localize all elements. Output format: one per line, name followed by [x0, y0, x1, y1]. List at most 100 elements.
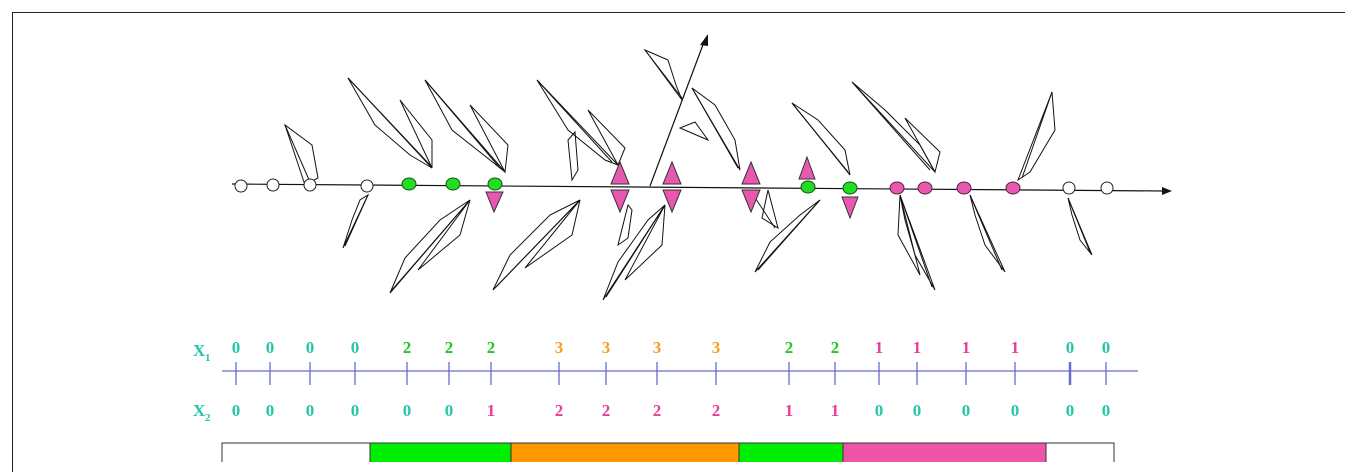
state-band [221, 442, 1115, 462]
node-empty [303, 178, 317, 192]
x2-value: 0 [1011, 401, 1020, 420]
x1-value: 2 [403, 338, 412, 357]
x2-value: 0 [875, 401, 884, 420]
x1-value: 2 [445, 338, 454, 357]
x1-value: 2 [785, 338, 794, 357]
node-green [842, 181, 858, 195]
node-empty [266, 178, 280, 192]
node-empty [1100, 181, 1114, 195]
node-green [800, 180, 816, 194]
leaf [969, 194, 1006, 273]
triangle-up [610, 160, 630, 185]
x2-value: 1 [487, 401, 496, 420]
x1-value: 0 [351, 338, 360, 357]
leaves-below [342, 189, 1093, 301]
band-pink [842, 442, 1047, 462]
x1-value: 1 [1011, 338, 1020, 357]
band-white [1045, 442, 1115, 462]
node-pink [889, 181, 905, 195]
x2-value: 0 [445, 401, 454, 420]
leaf [897, 194, 936, 291]
x2-value: 0 [266, 401, 275, 420]
x1-value: 3 [602, 338, 611, 357]
x1-value: 2 [831, 338, 840, 357]
leaf [284, 123, 319, 186]
x2-value: 0 [1102, 401, 1111, 420]
leaf [602, 204, 666, 301]
x2-value: 0 [351, 401, 360, 420]
leaf [492, 199, 581, 291]
svg-text:X: X [193, 341, 206, 360]
x1-value: 0 [1102, 338, 1111, 357]
leaf [424, 79, 509, 174]
triangle-down [485, 191, 504, 214]
triangle-up [662, 160, 682, 185]
leaf [1067, 197, 1093, 256]
x2-value: 0 [1066, 401, 1075, 420]
leaf [791, 102, 851, 176]
x1-value: 3 [712, 338, 721, 357]
x1-value: 0 [1066, 338, 1075, 357]
triangle-up [741, 160, 761, 185]
scale [222, 362, 1138, 385]
x1-value: 1 [962, 338, 971, 357]
leaf [678, 121, 710, 142]
band-orange [510, 442, 740, 462]
x2-values: 0 0 0 0 0 0 1 2 2 2 2 1 1 0 0 0 0 0 0 [232, 401, 1111, 420]
x2-value: 0 [913, 401, 922, 420]
figure-frame [12, 12, 1345, 472]
node-green [487, 177, 503, 191]
triangle-down [610, 189, 630, 214]
row-label-x1: X 1 [193, 341, 211, 364]
node-pink [917, 181, 933, 195]
shoot-diagram: X 1 X 2 0 0 0 0 2 2 2 3 3 3 3 2 2 1 1 1 1 0 0 0 0 0 0 0 0 1 2 2 2 2 1… [193, 34, 1172, 462]
x1-value: 0 [266, 338, 275, 357]
leaf [643, 48, 683, 101]
x2-value: 2 [653, 401, 662, 420]
band-green [738, 442, 844, 462]
triangle-down [741, 189, 761, 214]
leaf [347, 77, 433, 169]
x1-value: 1 [913, 338, 922, 357]
leaf [617, 203, 633, 247]
nodes [234, 155, 1114, 220]
svg-text:2: 2 [205, 412, 211, 424]
node-green [401, 177, 417, 191]
leaf [342, 193, 370, 249]
x1-value: 2 [487, 338, 496, 357]
x2-value: 0 [306, 401, 315, 420]
leaf [851, 81, 941, 174]
row-label-x2: X 2 [193, 401, 211, 424]
triangle-down [662, 189, 682, 214]
triangle-up [798, 155, 816, 180]
x1-value: 3 [555, 338, 564, 357]
leaf [754, 199, 821, 273]
leaf [389, 199, 471, 294]
node-empty [234, 179, 248, 193]
node-green [445, 177, 461, 191]
x2-value: 0 [232, 401, 241, 420]
svg-text:1: 1 [205, 352, 211, 364]
x2-value: 0 [403, 401, 412, 420]
x1-value: 1 [875, 338, 884, 357]
triangle-down [841, 196, 859, 220]
x2-value: 2 [712, 401, 721, 420]
x1-value: 0 [232, 338, 241, 357]
x2-value: 1 [831, 401, 840, 420]
node-pink [1005, 181, 1021, 195]
x2-value: 2 [602, 401, 611, 420]
leaf [567, 130, 579, 182]
x1-value: 3 [653, 338, 662, 357]
svg-text:X: X [193, 401, 206, 420]
leaf [536, 79, 626, 167]
leaf [691, 87, 741, 171]
leaf [1016, 91, 1056, 182]
band-white [221, 442, 371, 462]
leaves [284, 48, 1056, 186]
x2-value: 2 [555, 401, 564, 420]
node-pink [956, 181, 972, 195]
node-empty [1062, 181, 1076, 195]
x1-values: 0 0 0 0 2 2 2 3 3 3 3 2 2 1 1 1 1 0 0 [232, 338, 1111, 357]
x1-value: 0 [306, 338, 315, 357]
band-green [369, 442, 512, 462]
